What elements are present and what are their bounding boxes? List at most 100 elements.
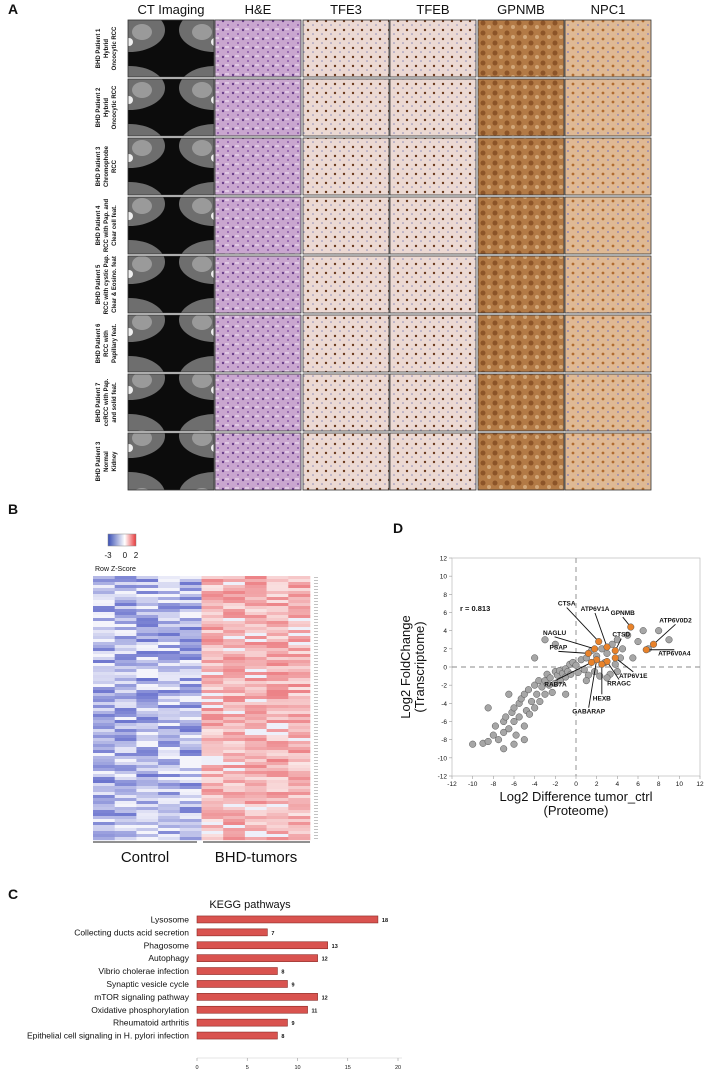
- heatmap-texture: [288, 687, 311, 691]
- bar: [196, 1031, 278, 1040]
- heatmap-texture: [114, 645, 137, 649]
- heatmap-texture: [244, 717, 267, 721]
- point-label: ATP6V0A4: [658, 651, 691, 658]
- heatmap-texture: [288, 591, 311, 595]
- heatmap-texture: [179, 693, 202, 697]
- heatmap-texture: [114, 606, 137, 610]
- heatmap-texture: [179, 603, 202, 607]
- heatmap-texture: [114, 678, 137, 682]
- heatmap-texture: [266, 783, 289, 787]
- heatmap-texture: [223, 591, 246, 595]
- heatmap-row-tick: [314, 577, 318, 578]
- heatmap-texture: [136, 627, 159, 631]
- heatmap-texture: [288, 750, 311, 754]
- heatmap-texture: [266, 825, 289, 829]
- heatmap-texture: [114, 585, 137, 589]
- heatmap-texture: [288, 822, 311, 826]
- heatmap-texture: [158, 774, 181, 778]
- heatmap-texture: [93, 816, 115, 820]
- heatmap-texture: [288, 609, 311, 613]
- heatmap-texture: [288, 702, 311, 706]
- heatmap-texture: [288, 672, 311, 676]
- heatmap-texture: [223, 795, 246, 799]
- heatmap-texture: [114, 705, 137, 709]
- heatmap-texture: [201, 813, 224, 817]
- heatmap-row-tick: [314, 739, 318, 740]
- heatmap-texture: [223, 714, 246, 718]
- legend-tick-label: 2: [134, 551, 139, 560]
- heatmap-texture: [266, 735, 289, 739]
- heatmap-texture: [136, 828, 159, 832]
- heatmap-texture: [244, 690, 267, 694]
- heatmap-texture: [158, 654, 181, 658]
- heatmap-texture: [93, 750, 115, 754]
- heatmap-texture: [266, 795, 289, 799]
- point: [515, 713, 523, 721]
- heatmap-texture: [201, 618, 224, 622]
- heatmap-texture: [93, 582, 115, 586]
- heatmap-texture: [93, 609, 115, 613]
- legend-tick-label: 0: [123, 551, 128, 560]
- bar: [196, 980, 288, 988]
- row-label: BHD Patient 2: [96, 87, 102, 127]
- point: [582, 677, 590, 685]
- heatmap-row-tick: [314, 694, 318, 695]
- heatmap-row-tick: [314, 631, 318, 632]
- heatmap-texture: [158, 591, 181, 595]
- heatmap-texture: [223, 783, 246, 787]
- heatmap-texture: [223, 819, 246, 823]
- point-label: NAGLU: [543, 630, 566, 637]
- category-label: Lysosome: [151, 914, 190, 924]
- heatmap-texture: [266, 693, 289, 697]
- heatmap-texture: [136, 819, 159, 823]
- heatmap-texture: [136, 687, 159, 691]
- heatmap-texture: [266, 651, 289, 655]
- heatmap-texture: [244, 642, 267, 646]
- image-cell: [214, 196, 302, 255]
- heatmap-row-tick: [314, 589, 318, 590]
- heatmap-texture: [201, 747, 224, 751]
- row-label: Papillary feat.: [112, 324, 118, 363]
- heatmap-texture: [244, 627, 267, 631]
- heatmap-texture: [93, 756, 115, 760]
- heatmap-texture: [158, 690, 181, 694]
- heatmap-texture: [136, 675, 159, 679]
- heatmap-texture: [158, 831, 181, 835]
- heatmap-texture: [179, 651, 202, 655]
- heatmap-texture: [114, 807, 137, 811]
- heatmap-texture: [179, 762, 202, 766]
- image-cell: [389, 196, 477, 255]
- heatmap-texture: [266, 594, 289, 598]
- heatmap-texture: [201, 696, 224, 700]
- heatmap-texture: [114, 666, 137, 670]
- heatmap-texture: [179, 633, 202, 637]
- heatmap-texture: [114, 789, 137, 793]
- heatmap-texture: [266, 642, 289, 646]
- heatmap-texture: [136, 597, 159, 601]
- heatmap-texture: [179, 612, 202, 616]
- heatmap-texture: [114, 615, 137, 619]
- heatmap-texture: [158, 780, 181, 784]
- heatmap-texture: [244, 651, 267, 655]
- heatmap-texture: [158, 735, 181, 739]
- heatmap-texture: [288, 603, 311, 607]
- heatmap-texture: [158, 717, 181, 721]
- heatmap-texture: [136, 837, 159, 841]
- heatmap-texture: [288, 663, 311, 667]
- heatmap-texture: [114, 648, 137, 652]
- heatmap-texture: [179, 582, 202, 586]
- heatmap-texture: [179, 735, 202, 739]
- heatmap-texture: [244, 783, 267, 787]
- heatmap-texture: [266, 609, 289, 613]
- heatmap-row-tick: [314, 604, 318, 605]
- heatmap-texture: [288, 753, 311, 757]
- heatmap-texture: [223, 717, 246, 721]
- heatmap-texture: [93, 708, 115, 712]
- panel-label: D: [393, 520, 403, 536]
- row-label: Chromophobe: [104, 145, 110, 187]
- heatmap-texture: [114, 771, 137, 775]
- heatmap-texture: [266, 759, 289, 763]
- heatmap-texture: [179, 675, 202, 679]
- heatmap-texture: [179, 636, 202, 640]
- heatmap-texture: [201, 693, 224, 697]
